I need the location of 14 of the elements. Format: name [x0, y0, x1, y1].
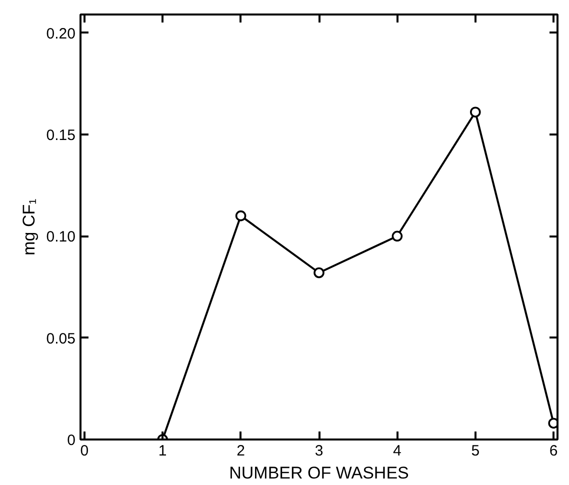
- y-tick-label: 0.10: [46, 228, 76, 246]
- x-tick-label: 5: [471, 442, 480, 460]
- x-tick-label: 0: [80, 442, 89, 460]
- x-axis-title: NUMBER OF WASHES: [229, 464, 409, 482]
- x-tick-label: 1: [158, 442, 167, 460]
- y-axis-title: mg CF₁: [19, 198, 38, 256]
- x-tick-label: 3: [314, 442, 324, 460]
- y-tick-label: 0.15: [46, 126, 76, 144]
- y-tick-label: 0.05: [46, 330, 76, 348]
- x-tick-label: 4: [393, 442, 402, 460]
- y-tick-label: 0.20: [46, 25, 76, 42]
- x-tick-label: 6: [549, 442, 558, 460]
- x-tick-label: 2: [236, 442, 245, 460]
- y-tick-label: 0: [67, 432, 76, 449]
